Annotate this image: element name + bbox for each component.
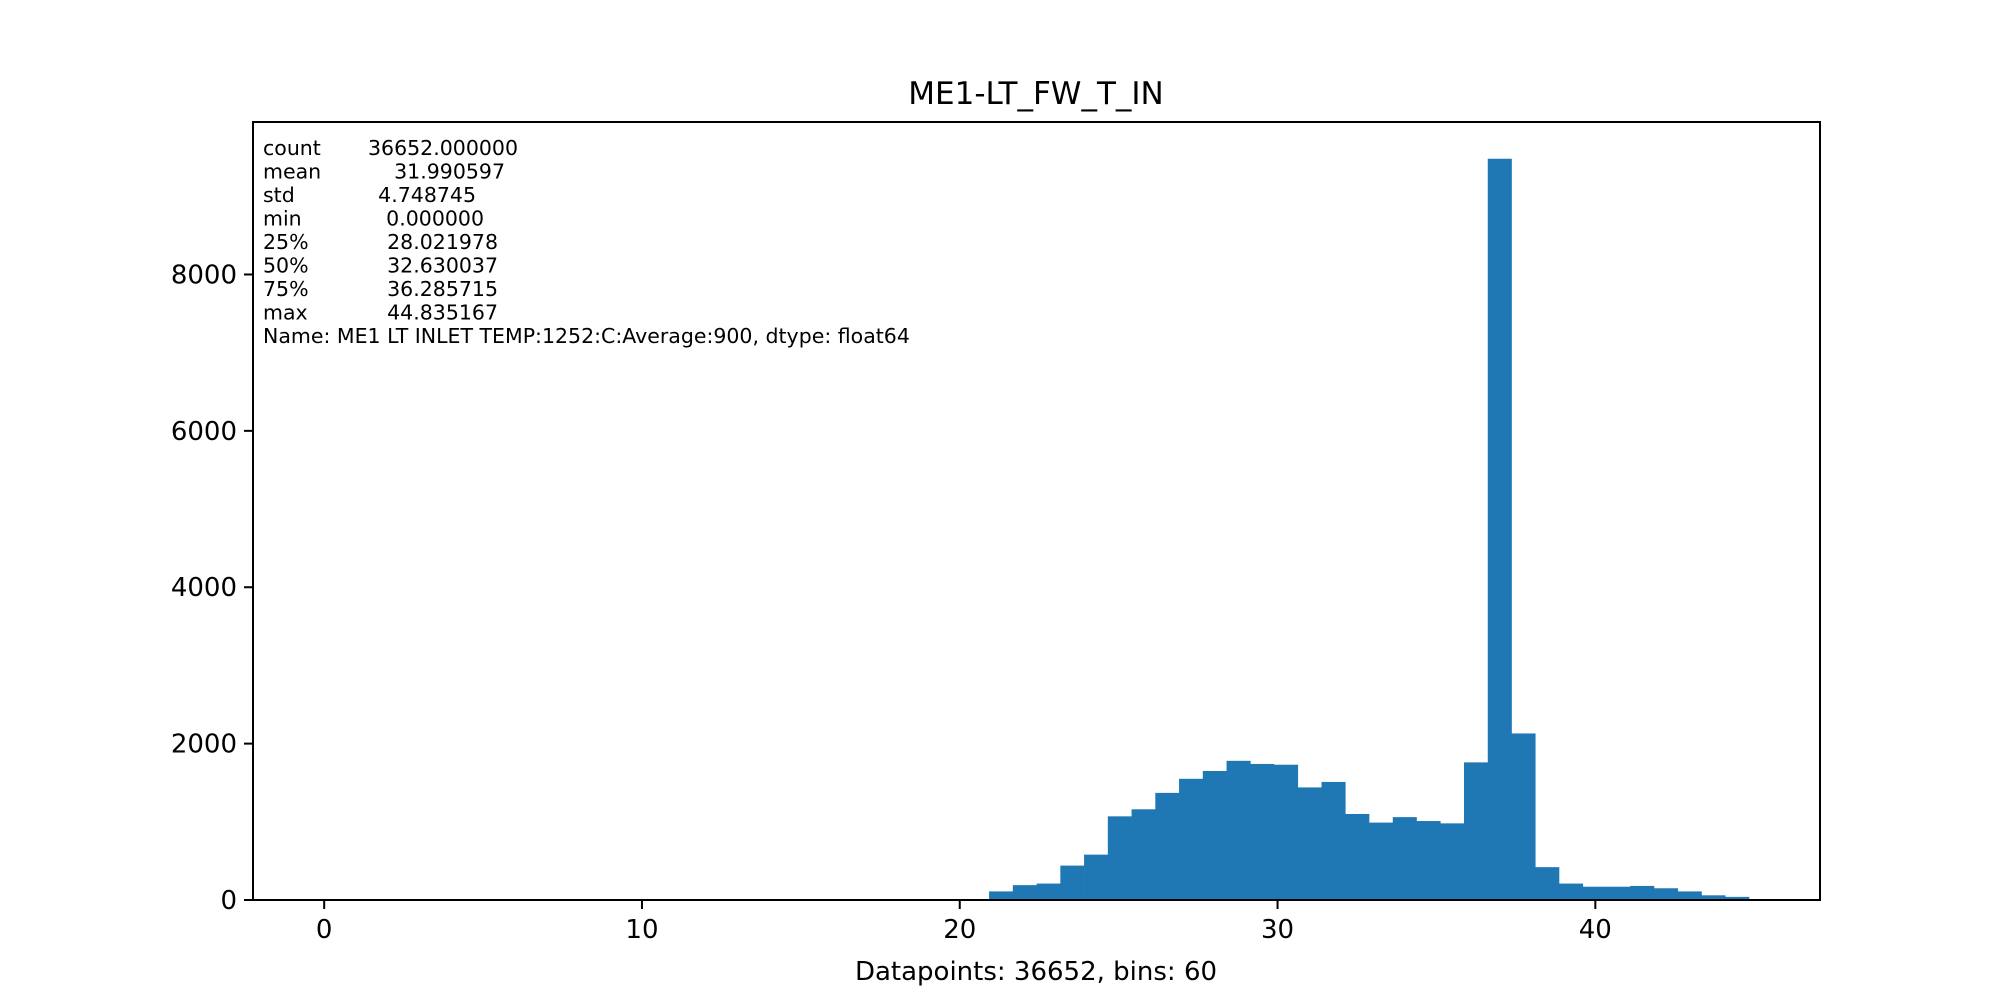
histogram-bar bbox=[1369, 822, 1394, 900]
histogram-bar bbox=[1677, 891, 1702, 900]
histogram-bar bbox=[1630, 885, 1655, 900]
x-tick-label: 40 bbox=[1579, 915, 1612, 945]
stats-value: 31.990597 bbox=[394, 160, 505, 184]
histogram-bar bbox=[1701, 895, 1726, 900]
histogram-bar bbox=[1392, 817, 1417, 900]
y-tick-label: 6000 bbox=[171, 417, 237, 447]
x-tick-label: 10 bbox=[625, 915, 658, 945]
histogram-bar bbox=[1036, 883, 1061, 900]
histogram-bar bbox=[1202, 770, 1227, 900]
stats-key: 50% bbox=[263, 254, 309, 278]
histogram-bar bbox=[1250, 763, 1275, 900]
stats-key: count bbox=[263, 136, 321, 160]
y-axis: 0 2000 4000 6000 8000 bbox=[171, 260, 253, 916]
stats-annotation: count 36652.000000 mean 31.990597 std 4.… bbox=[263, 136, 910, 348]
stats-value: 28.021978 bbox=[387, 230, 498, 254]
histogram-bar bbox=[1155, 792, 1180, 900]
y-tick-label: 8000 bbox=[171, 260, 237, 290]
histogram-bar bbox=[1559, 883, 1584, 900]
stats-key: mean bbox=[263, 160, 321, 184]
x-tick-label: 30 bbox=[1261, 915, 1294, 945]
x-tick-label: 20 bbox=[943, 915, 976, 945]
histogram-bar bbox=[1582, 886, 1607, 900]
stats-key: std bbox=[263, 183, 295, 207]
x-tick-label: 0 bbox=[316, 915, 333, 945]
histogram-bars bbox=[324, 158, 1750, 901]
histogram-bar bbox=[1321, 781, 1346, 900]
stats-key: 75% bbox=[263, 277, 309, 301]
y-tick-label: 2000 bbox=[171, 730, 237, 760]
x-axis: 0 10 20 30 40 bbox=[316, 900, 1612, 945]
chart-title: ME1-LT_FW_T_IN bbox=[908, 76, 1163, 112]
histogram-bar bbox=[1606, 886, 1631, 900]
histogram-bar bbox=[1084, 854, 1109, 900]
histogram-bar bbox=[1060, 865, 1085, 900]
y-tick-label: 0 bbox=[220, 886, 237, 916]
histogram-bar bbox=[1297, 787, 1322, 900]
histogram-bar bbox=[1345, 813, 1370, 900]
histogram-bar bbox=[1725, 896, 1750, 900]
histogram-bar bbox=[1226, 760, 1251, 900]
stats-value: 0.000000 bbox=[386, 207, 484, 231]
stats-key: max bbox=[263, 301, 308, 325]
histogram-bar bbox=[1012, 885, 1037, 900]
histogram-bar bbox=[1274, 764, 1299, 900]
x-axis-label: Datapoints: 36652, bins: 60 bbox=[855, 957, 1217, 987]
histogram-bar bbox=[1511, 733, 1536, 900]
stats-value: 36.285715 bbox=[387, 277, 498, 301]
histogram-bar bbox=[1535, 867, 1560, 900]
stats-footer: Name: ME1 LT INLET TEMP:1252:C:Average:9… bbox=[263, 324, 910, 348]
histogram-bar bbox=[1653, 888, 1679, 900]
histogram-bar bbox=[1131, 809, 1156, 900]
stats-value: 32.630037 bbox=[387, 254, 498, 278]
histogram-bar bbox=[1416, 821, 1441, 900]
stats-key: min bbox=[263, 207, 302, 231]
stats-key: 25% bbox=[263, 230, 309, 254]
stats-value: 44.835167 bbox=[387, 301, 498, 325]
histogram-bar bbox=[989, 891, 1014, 900]
histogram-bar bbox=[1464, 762, 1489, 900]
histogram-bar bbox=[1487, 158, 1512, 900]
stats-value: 36652.000000 bbox=[368, 136, 518, 160]
histogram-bar bbox=[1179, 778, 1204, 900]
y-tick-label: 4000 bbox=[171, 573, 237, 603]
stats-value: 4.748745 bbox=[378, 183, 476, 207]
histogram-bar bbox=[1440, 823, 1465, 900]
histogram-bar bbox=[1107, 816, 1132, 900]
plot-frame bbox=[252, 121, 1821, 901]
